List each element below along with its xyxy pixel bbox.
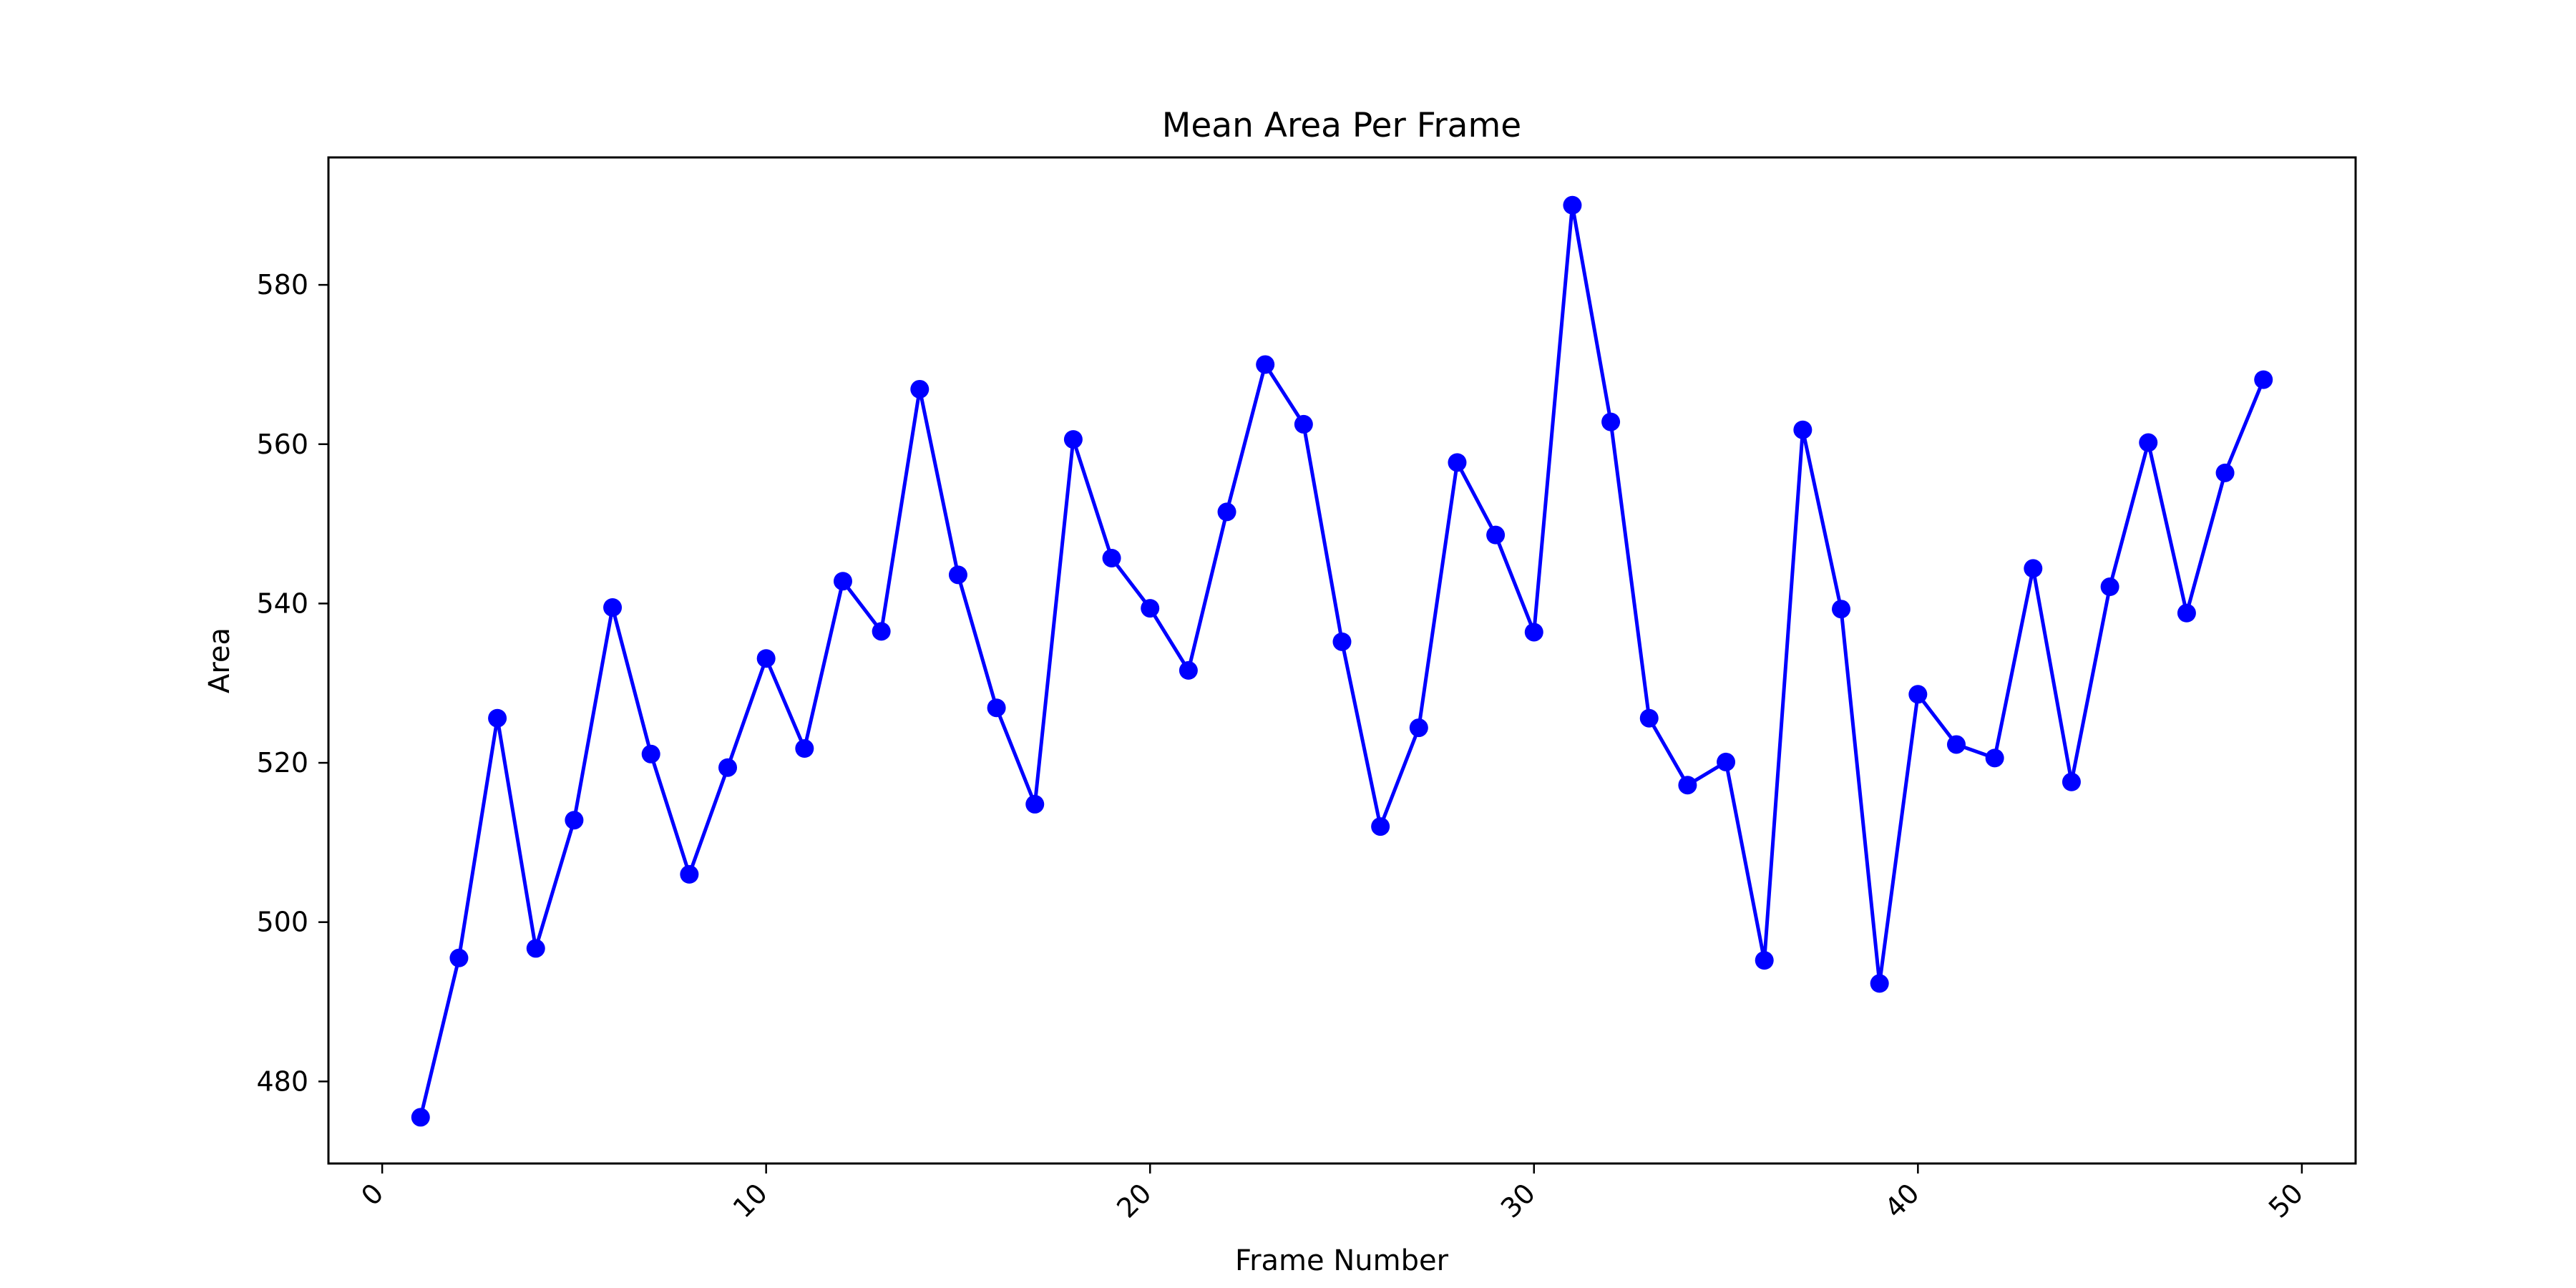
y-tick-label: 540	[256, 587, 308, 619]
data-point	[1256, 355, 1275, 374]
y-tick-label: 580	[256, 269, 308, 301]
data-point	[1678, 776, 1697, 795]
data-point	[1025, 794, 1045, 814]
data-series	[411, 195, 2273, 1127]
data-point	[526, 939, 545, 958]
y-axis-label: Area	[203, 628, 236, 693]
data-point	[1102, 548, 1121, 567]
data-point	[449, 948, 469, 967]
data-point	[1141, 599, 1160, 618]
data-point	[2024, 559, 2043, 578]
y-tick-label: 520	[256, 747, 308, 779]
y-tick-label: 500	[256, 907, 308, 938]
data-point	[1179, 660, 1198, 680]
data-point	[795, 739, 814, 758]
data-point	[2139, 433, 2158, 452]
data-point	[1371, 817, 1390, 836]
data-point	[2177, 603, 2196, 623]
data-point	[488, 708, 507, 728]
data-point	[411, 1108, 430, 1127]
y-tick-label: 560	[256, 429, 308, 460]
data-point	[833, 572, 852, 591]
data-point	[1409, 718, 1428, 738]
data-point	[1832, 600, 1851, 619]
data-point	[1448, 453, 1467, 472]
data-point	[1908, 685, 1928, 704]
data-point	[718, 758, 738, 777]
data-point	[2100, 577, 2119, 597]
data-point	[1063, 430, 1083, 449]
data-point	[1793, 420, 1813, 439]
data-point	[910, 379, 930, 399]
data-point	[641, 744, 660, 763]
y-tick-label: 480	[256, 1065, 308, 1097]
data-point	[2062, 772, 2081, 791]
data-point	[1717, 752, 1736, 771]
data-point	[1639, 708, 1659, 728]
x-axis-label: Frame Number	[1235, 1244, 1449, 1277]
data-point	[1601, 412, 1621, 431]
data-point	[948, 565, 967, 585]
data-point	[2254, 370, 2273, 389]
data-point	[565, 811, 584, 830]
data-point	[1524, 623, 1543, 642]
data-point	[1870, 974, 1889, 993]
data-point	[987, 698, 1006, 718]
data-point	[680, 864, 699, 884]
data-point	[1332, 632, 1352, 651]
data-point	[1985, 748, 2004, 768]
data-point	[603, 597, 623, 617]
data-point	[2215, 463, 2235, 482]
data-point	[1294, 414, 1313, 434]
data-point	[1563, 195, 1582, 215]
data-point	[1755, 951, 1774, 970]
data-point	[1217, 502, 1236, 522]
plot-frame	[327, 156, 2357, 1165]
data-point	[756, 649, 776, 668]
data-point	[872, 622, 891, 641]
data-point	[1486, 525, 1506, 545]
data-point	[1946, 735, 1966, 754]
chart-title: Mean Area Per Frame	[1162, 106, 1521, 145]
